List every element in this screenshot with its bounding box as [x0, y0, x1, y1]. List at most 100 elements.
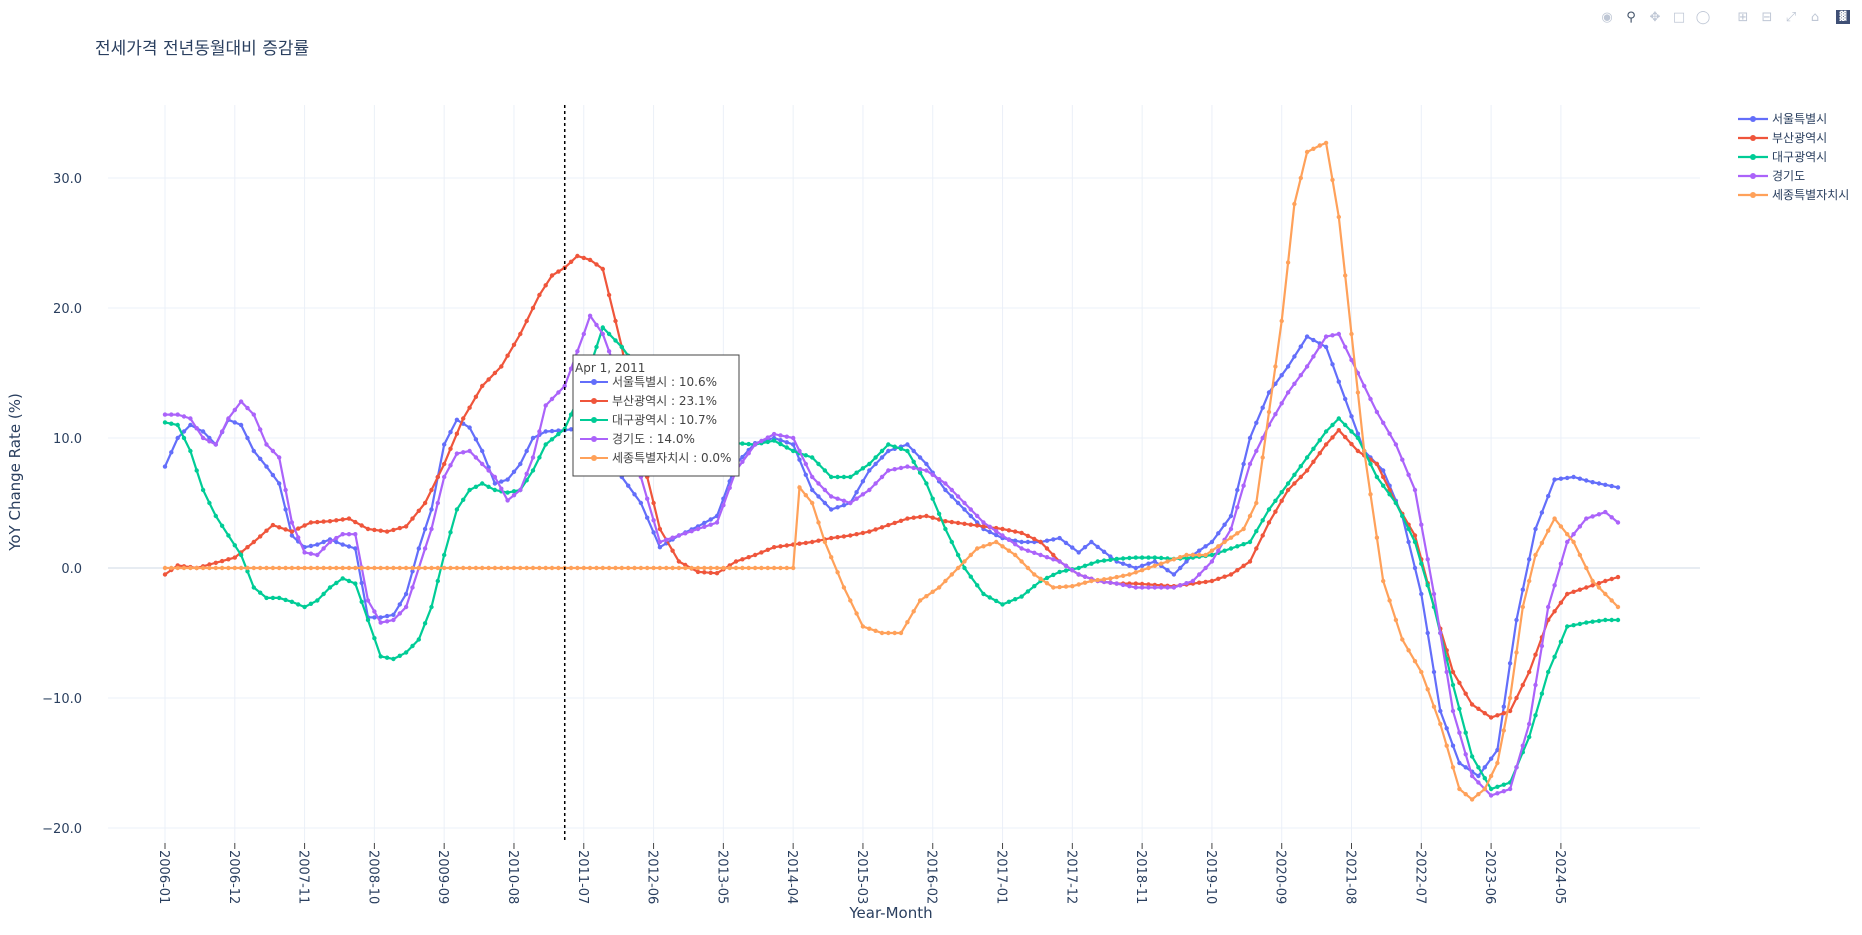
data-point	[162, 464, 168, 469]
plotly-logo-icon[interactable]: ▓	[1836, 10, 1850, 24]
lasso-icon[interactable]: ◯	[1695, 9, 1711, 25]
data-point	[1571, 532, 1576, 537]
data-point	[1558, 476, 1564, 481]
data-point	[778, 441, 783, 447]
zoom-icon[interactable]: ⚲	[1626, 9, 1636, 25]
data-point	[968, 574, 973, 579]
data-point	[1488, 756, 1494, 761]
data-point	[1216, 531, 1221, 536]
data-point	[1336, 416, 1342, 421]
data-point	[600, 325, 605, 330]
data-point	[568, 259, 574, 264]
series-5	[162, 140, 1621, 802]
data-point	[397, 611, 402, 616]
data-point	[810, 500, 815, 506]
x-tick-label: 2010-08	[505, 850, 520, 904]
data-point	[645, 515, 650, 520]
data-point	[505, 498, 510, 503]
data-point	[1558, 639, 1564, 644]
data-point	[1298, 175, 1304, 181]
data-point	[1546, 604, 1551, 610]
data-point	[511, 469, 517, 474]
data-point	[1501, 782, 1507, 787]
data-point	[403, 650, 409, 655]
data-point	[1507, 786, 1513, 792]
data-point	[575, 349, 580, 354]
zoom-out-icon[interactable]: ⊟	[1761, 9, 1773, 25]
data-point	[302, 565, 307, 571]
data-point	[1330, 362, 1335, 367]
data-point	[1076, 565, 1081, 571]
data-point	[556, 565, 561, 571]
data-point	[1241, 461, 1246, 467]
zoom-in-icon[interactable]: ⊞	[1737, 9, 1749, 25]
data-point	[302, 604, 307, 610]
legend-item[interactable]: 경기도	[1738, 169, 1805, 183]
data-point	[264, 464, 269, 469]
data-point	[226, 557, 231, 562]
box-select-icon[interactable]: □	[1672, 9, 1686, 25]
data-point	[1266, 409, 1272, 415]
data-point	[194, 565, 199, 571]
pan-icon[interactable]: ✥	[1649, 9, 1661, 25]
series-layer	[162, 140, 1621, 802]
data-point	[1298, 344, 1304, 349]
data-point	[549, 273, 555, 278]
data-point	[302, 550, 307, 555]
data-point	[213, 560, 218, 565]
data-point	[403, 591, 409, 597]
data-point	[955, 500, 961, 506]
data-point	[1057, 535, 1062, 541]
data-point	[810, 539, 815, 545]
data-point	[708, 565, 713, 571]
data-point	[657, 539, 663, 545]
data-point	[1070, 545, 1075, 550]
reset-axes-icon[interactable]: ⌂	[1810, 9, 1820, 25]
legend-item[interactable]: 서울특별시	[1738, 112, 1827, 126]
data-point	[702, 524, 707, 529]
data-point	[346, 565, 352, 571]
data-point	[1025, 533, 1031, 539]
data-point	[1577, 476, 1583, 481]
data-point	[524, 448, 529, 454]
data-point	[1425, 583, 1430, 588]
data-point	[1146, 565, 1151, 571]
camera-icon[interactable]: ◉	[1601, 9, 1613, 25]
data-point	[1184, 581, 1189, 586]
legend-item[interactable]: 부산광역시	[1738, 131, 1827, 145]
data-point	[1152, 555, 1158, 560]
data-point	[1584, 565, 1589, 571]
data-point	[594, 565, 599, 571]
legend-item[interactable]: 세종특별자치시	[1738, 188, 1849, 202]
data-point	[810, 487, 815, 493]
data-point	[422, 621, 428, 626]
data-point	[1108, 576, 1113, 581]
data-point	[1469, 754, 1475, 759]
data-point	[1603, 617, 1608, 623]
data-point	[1254, 546, 1259, 551]
hover-row-label: 서울특별시 : 10.6%	[612, 375, 717, 389]
data-point	[1501, 728, 1507, 733]
data-point	[245, 435, 250, 441]
data-point	[936, 585, 942, 590]
data-point	[1266, 507, 1272, 512]
data-point	[1609, 576, 1614, 582]
data-point	[1089, 578, 1094, 584]
data-point	[258, 456, 263, 461]
data-point	[727, 485, 732, 490]
data-point	[1101, 577, 1107, 582]
data-point	[410, 643, 415, 649]
data-point	[1159, 561, 1164, 566]
data-point	[911, 459, 916, 464]
data-point	[962, 500, 967, 506]
data-point	[860, 492, 866, 497]
legend-item[interactable]: 대구광역시	[1738, 150, 1827, 164]
autoscale-icon[interactable]: ⤢	[1785, 9, 1797, 25]
data-point	[1393, 617, 1399, 623]
series-4	[162, 313, 1621, 798]
data-point	[416, 637, 421, 642]
data-point	[1146, 585, 1151, 590]
data-point	[442, 565, 447, 571]
